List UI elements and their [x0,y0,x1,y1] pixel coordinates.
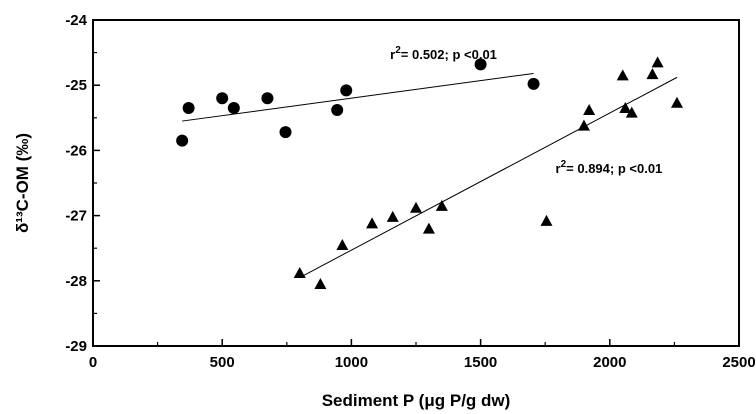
x-tick-label: 0 [89,354,97,371]
data-points [176,56,683,290]
triangle-point [366,217,379,229]
x-axis-title: Sediment P (μg P/g dw) [322,391,511,410]
circle-point [176,134,189,147]
circle-point [261,92,274,105]
circle-point [331,103,344,116]
triangle-point [435,199,448,211]
circle-point [182,102,195,115]
triangle-point [646,68,659,80]
x-tick-label: 2000 [593,354,626,371]
regression-line [182,72,534,122]
triangle-point [583,103,596,115]
triangle-point [625,106,638,118]
circle-point [474,58,487,71]
circle-point [527,77,540,90]
triangle-point [410,201,422,213]
circle-point [227,102,240,115]
triangle-point [577,119,590,131]
annotations: r2= 0.502; p <0.01 r2= 0.894; p <0.01 [390,45,662,176]
r2-annotation: r2= 0.502; p <0.01 [390,45,497,62]
regression-lines [182,72,678,278]
triangle-point [619,102,632,114]
regression-line [299,76,678,278]
r2-annotation: r2= 0.894; p <0.01 [556,159,663,176]
triangle-point [386,210,399,222]
x-tick-label: 2500 [722,354,755,371]
y-tick-label: -26 [65,142,87,159]
y-tick-label: -24 [65,12,87,29]
y-tick-label: -27 [65,208,87,225]
tick-labels: 0 500 1000 1500 2000 2500 -29 -28 -27 -26 -25 -24 [65,12,755,371]
x-tick-label: 1000 [335,354,368,371]
triangle-point [314,278,327,290]
x-tick-label: 500 [210,354,235,371]
triangle-point [293,266,306,278]
axis-ticks [92,19,740,347]
triangle-point [336,238,349,250]
y-tick-label: -28 [65,273,87,290]
y-tick-label: -29 [65,338,87,355]
y-axis-title: δ¹³C-OM (‰) [13,133,32,233]
triangle-point [540,214,553,226]
triangle-point [422,222,435,234]
circle-point [279,126,292,139]
triangle-point [670,96,683,108]
x-tick-label: 1500 [464,354,497,371]
circle-point [340,84,353,97]
plot-frame [92,19,740,347]
triangle-point [651,56,664,68]
y-tick-label: -25 [65,77,87,94]
circle-point [216,92,229,105]
triangle-point [616,69,629,81]
